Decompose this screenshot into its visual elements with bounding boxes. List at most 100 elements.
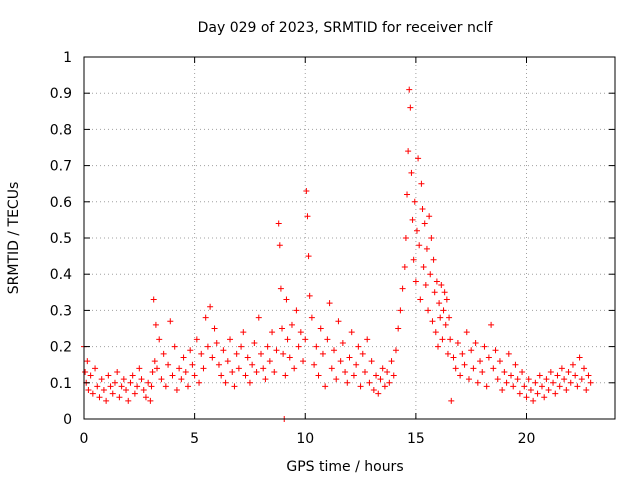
x-tick-label: 20 [518, 431, 536, 447]
data-point [89, 390, 96, 397]
data-point [302, 336, 309, 343]
data-point [300, 358, 307, 365]
data-point [125, 397, 132, 404]
data-point [211, 325, 218, 332]
data-point [545, 387, 552, 394]
data-point [441, 289, 448, 296]
data-point [536, 372, 543, 379]
data-point [171, 343, 178, 350]
data-point [156, 336, 163, 343]
data-point [368, 358, 375, 365]
data-point [184, 383, 191, 390]
data-point [98, 376, 105, 383]
data-point [505, 350, 512, 357]
data-point [344, 379, 351, 386]
data-point [149, 368, 156, 375]
data-point [209, 354, 216, 361]
data-point [461, 361, 468, 368]
data-point [366, 379, 373, 386]
data-point [160, 350, 167, 357]
data-point [532, 379, 539, 386]
y-tick-label: 0.5 [50, 231, 72, 247]
data-point [386, 379, 393, 386]
data-point [202, 314, 209, 321]
y-tick-label: 0.8 [50, 122, 72, 138]
data-point [433, 278, 440, 285]
data-point [240, 329, 247, 336]
data-point [198, 350, 205, 357]
data-point [277, 285, 284, 292]
data-point [109, 390, 116, 397]
data-point [87, 372, 94, 379]
data-point [585, 372, 592, 379]
data-point [196, 379, 203, 386]
data-point [435, 343, 441, 350]
data-point [444, 350, 451, 357]
data-point [569, 361, 576, 368]
data-point [429, 318, 436, 325]
data-point [233, 350, 240, 357]
data-point [246, 379, 253, 386]
data-point [337, 358, 344, 365]
data-point [492, 347, 499, 354]
data-point [411, 198, 418, 205]
data-point [165, 361, 172, 368]
data-point [100, 387, 107, 394]
data-point [397, 307, 404, 314]
data-point [269, 329, 276, 336]
plot-frame [83, 56, 616, 420]
data-point [193, 336, 200, 343]
data-point [587, 379, 594, 386]
data-point [288, 321, 295, 328]
data-point [154, 365, 161, 372]
data-point [470, 365, 477, 372]
data-point [373, 372, 380, 379]
data-point [304, 213, 311, 220]
y-tick-label: 0.6 [50, 195, 72, 211]
data-point [408, 169, 415, 176]
data-point [406, 86, 413, 93]
data-point [561, 376, 568, 383]
data-point [229, 368, 236, 375]
data-point [313, 343, 320, 350]
data-point [446, 314, 453, 321]
data-point [384, 368, 391, 375]
data-point [459, 350, 466, 357]
data-point [485, 354, 492, 361]
data-point [428, 235, 435, 241]
data-point [534, 390, 541, 397]
data-point [410, 256, 417, 263]
data-point [523, 394, 530, 401]
data-point [499, 387, 506, 394]
data-point [463, 329, 470, 336]
data-point [266, 358, 273, 365]
data-point [162, 383, 169, 390]
data-point [512, 361, 519, 368]
data-point [215, 361, 222, 368]
data-point [238, 343, 245, 350]
data-point [176, 365, 183, 372]
data-point [543, 376, 550, 383]
data-point [142, 394, 149, 401]
data-point [158, 376, 165, 383]
y-axis-title: SRMTID / TECUs [6, 182, 22, 295]
x-axis-title: GPS time / hours [286, 459, 403, 475]
data-point [483, 383, 490, 390]
data-point [283, 296, 290, 303]
data-point [319, 350, 326, 357]
data-point [282, 372, 289, 379]
data-point [514, 376, 521, 383]
data-point [120, 376, 127, 383]
data-point [576, 354, 583, 361]
data-point [361, 368, 368, 375]
data-point [388, 358, 395, 365]
data-point [395, 325, 402, 332]
data-point [249, 361, 256, 368]
data-point [167, 318, 174, 325]
x-tick-label: 0 [80, 431, 89, 447]
data-point [129, 372, 136, 379]
data-point [105, 372, 112, 379]
x-axis-ticks: 0 5 10 15 20 [80, 57, 536, 447]
data-point [204, 343, 211, 350]
data-point [136, 365, 143, 372]
